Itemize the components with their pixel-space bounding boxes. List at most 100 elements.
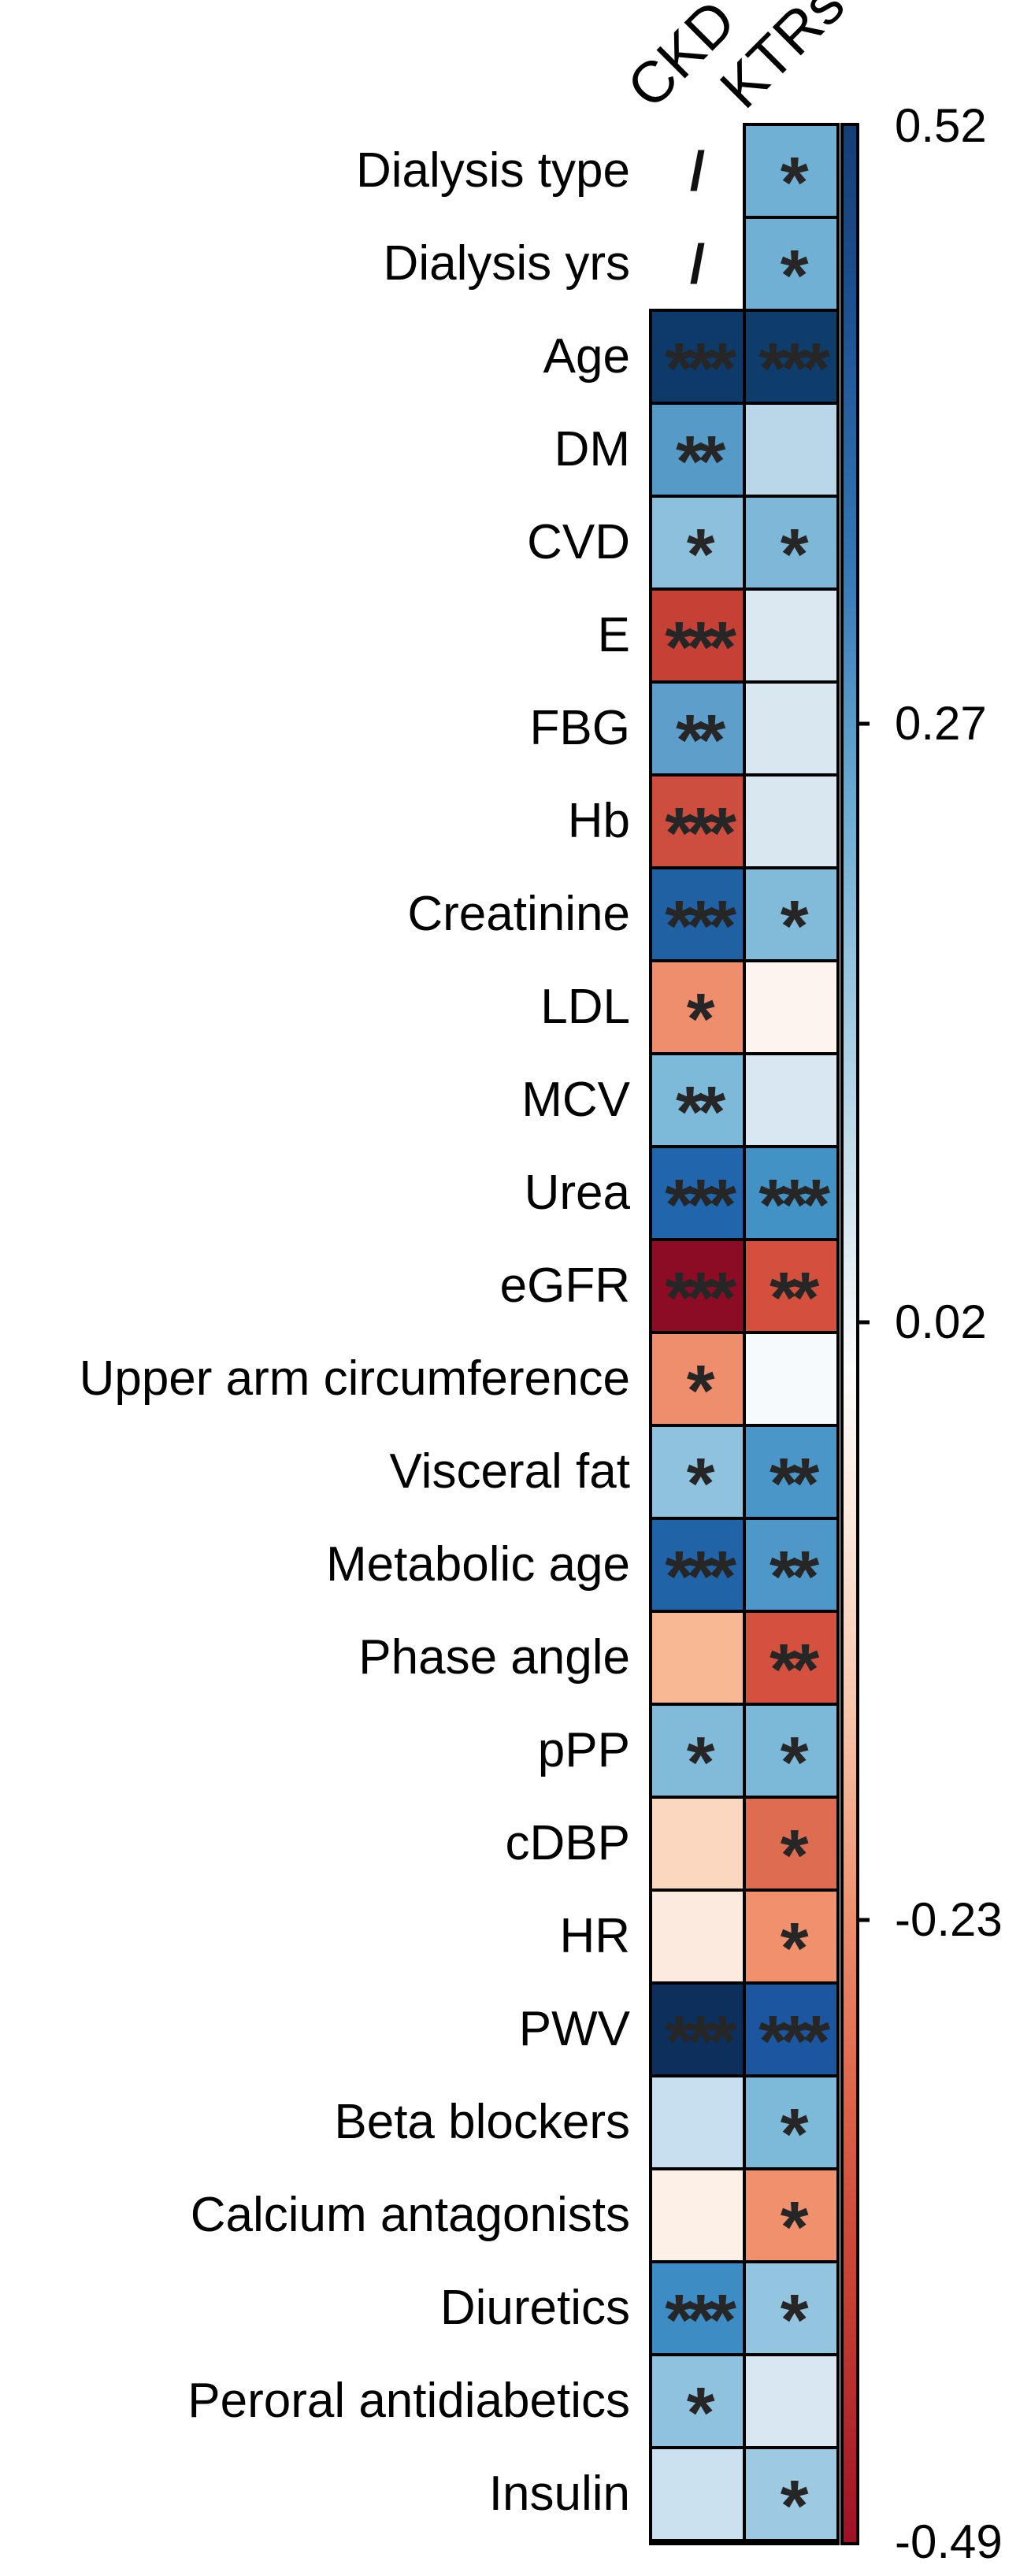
significance-stars: * (780, 1815, 809, 1896)
heatmap-cell-ckd: * (652, 2356, 743, 2450)
heatmap-cell-ckd: * (652, 962, 743, 1056)
row-label: LDL (540, 980, 630, 1034)
significance-stars: ** (769, 1536, 819, 1618)
heatmap-cell-ckd (652, 2449, 743, 2539)
significance-stars: ** (675, 700, 725, 781)
significance-stars: *** (665, 2001, 736, 2082)
row-label: Peroral antidiabetics (187, 2374, 630, 2428)
heatmap-cell-ckd: *** (652, 1520, 743, 1614)
heatmap-cell-ckd: * (652, 498, 743, 591)
row-label: pPP (537, 1723, 630, 1777)
heatmap-cell-ktrs (746, 405, 836, 495)
row-label: Creatinine (407, 887, 630, 941)
heatmap-cell-ckd: *** (652, 1148, 743, 1242)
significance-stars: *** (665, 1536, 736, 1618)
heatmap-cell-ktrs: * (746, 2263, 836, 2357)
heatmap-cell-ckd: *** (652, 591, 743, 684)
missing-cells-cover (649, 123, 743, 309)
colorbar-gradient (844, 126, 856, 2542)
significance-stars: *** (665, 1165, 736, 1246)
significance-stars: * (780, 2187, 809, 2268)
row-label: eGFR (499, 1258, 630, 1313)
significance-stars: * (780, 235, 809, 317)
colorbar-tick (859, 1320, 870, 1325)
heatmap-cell-ckd: ** (652, 405, 743, 499)
heatmap-cell-ktrs: *** (746, 1148, 836, 1242)
colorbar-tick-label: -0.23 (895, 1893, 1003, 1947)
heatmap-cell-ktrs: * (746, 1799, 836, 1892)
heatmap-cell-ktrs: * (746, 2077, 836, 2171)
significance-stars: * (686, 1444, 715, 1525)
heatmap-cell-ktrs: * (746, 498, 836, 591)
significance-stars: * (686, 1351, 715, 1432)
row-label: Calcium antagonists (190, 2188, 630, 2242)
significance-stars: ** (769, 1629, 819, 1711)
colorbar-tick-label: -0.49 (895, 2515, 1003, 2568)
significance-stars: * (780, 1722, 809, 1803)
significance-stars: ** (769, 1444, 819, 1525)
row-label: PWV (518, 2002, 630, 2056)
significance-stars: *** (665, 1258, 736, 1339)
heatmap-cell-ktrs (746, 2356, 836, 2446)
heatmap-cell-ckd (652, 2170, 743, 2260)
heatmap-cell-ckd: *** (652, 1241, 743, 1335)
heatmap-cell-ckd: *** (652, 869, 743, 963)
heatmap-cell-ckd: * (652, 1427, 743, 1521)
significance-stars: *** (758, 1165, 830, 1246)
significance-stars: *** (665, 793, 736, 874)
heatmap-cell-ktrs (746, 962, 836, 1052)
row-label: Upper arm circumference (79, 1351, 630, 1406)
colorbar-tick-label: 0.27 (895, 697, 987, 751)
row-label: Phase angle (358, 1630, 630, 1685)
heatmap-cell-ckd: ** (652, 1055, 743, 1149)
row-label: MCV (521, 1073, 630, 1127)
heatmap-cell-ktrs: *** (746, 312, 836, 406)
heatmap-cell-ckd (652, 1892, 743, 1981)
heatmap-cell-ktrs (746, 777, 836, 866)
significance-stars: ** (769, 1258, 819, 1339)
significance-stars: *** (665, 328, 736, 410)
row-label: Dialysis type (356, 143, 630, 198)
row-label: Visceral fat (389, 1444, 630, 1499)
significance-stars: *** (665, 886, 736, 967)
heatmap-cell-ktrs: ** (746, 1427, 836, 1521)
no-data-slash: / (689, 140, 706, 202)
significance-stars: *** (758, 328, 830, 410)
significance-stars: * (780, 886, 809, 967)
heatmap-cell-ktrs: * (746, 869, 836, 963)
heatmap-cell-ckd: *** (652, 1985, 743, 2078)
heatmap-cell-ktrs (746, 1334, 836, 1424)
heatmap-cell-ktrs (746, 591, 836, 680)
significance-stars: * (780, 2280, 809, 2361)
heatmap-cell-ktrs: * (746, 126, 836, 220)
significance-stars: ** (675, 1072, 725, 1153)
heatmap-cell-ckd: * (652, 1706, 743, 1803)
heatmap-cell-ckd: ** (652, 684, 743, 777)
row-label: Beta blockers (334, 2095, 630, 2149)
significance-stars: ** (675, 421, 725, 502)
row-label: Metabolic age (325, 1537, 630, 1592)
row-label: Dialysis yrs (383, 236, 630, 291)
colorbar-tick-label: 0.02 (895, 1295, 987, 1348)
row-label: Diuretics (439, 2281, 630, 2335)
colorbar-tick (859, 1918, 870, 1922)
heatmap-cell-ktrs: ** (746, 1241, 836, 1335)
heatmap-cell-ckd (652, 2077, 743, 2167)
significance-stars: *** (758, 2001, 830, 2082)
heatmap-cell-ktrs (746, 684, 836, 773)
colorbar (840, 123, 859, 2545)
significance-stars: * (686, 1722, 715, 1803)
row-label: FBG (529, 701, 630, 755)
row-label: Age (543, 329, 630, 384)
row-label: Insulin (488, 2467, 630, 2521)
significance-stars: *** (665, 607, 736, 688)
row-label: CVD (527, 515, 630, 569)
colorbar-tick-label: 0.52 (895, 99, 987, 152)
heatmap-cell-ktrs (746, 1055, 836, 1145)
significance-stars: * (780, 143, 809, 224)
heatmap-cell-ktrs: *** (746, 1985, 836, 2078)
heatmap-cell-ktrs: * (746, 2170, 836, 2264)
heatmap-cell-ckd: *** (652, 2263, 743, 2357)
significance-stars: * (686, 514, 715, 595)
